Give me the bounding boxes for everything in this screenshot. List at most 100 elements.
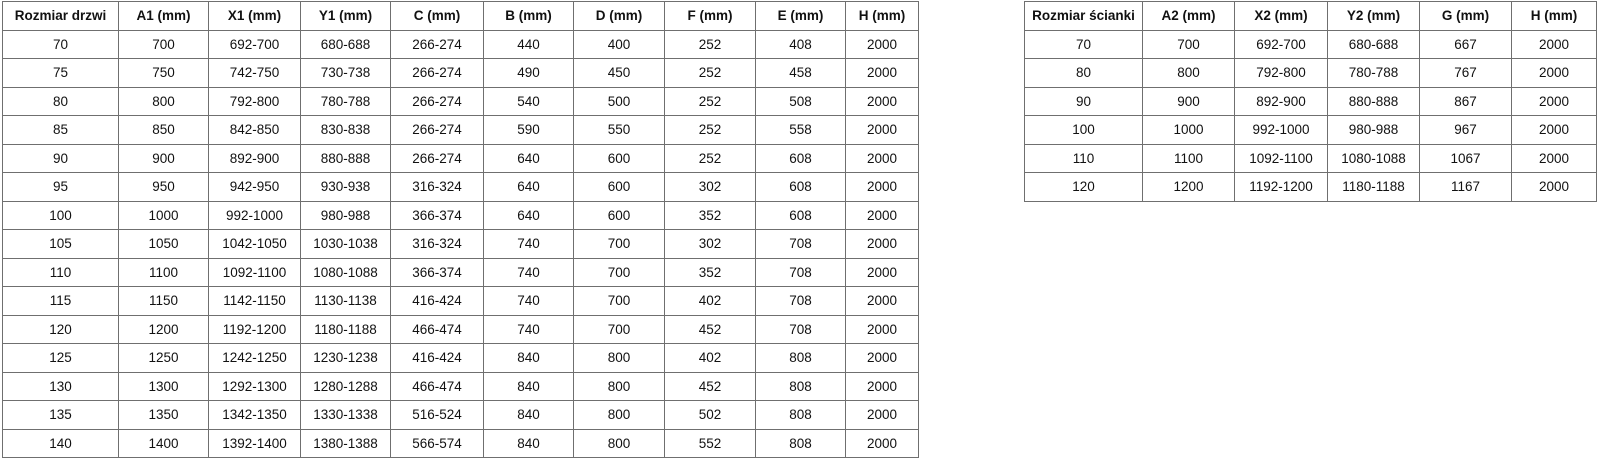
table-cell: 352 <box>664 200 756 230</box>
table-cell: 992-1000 <box>1234 115 1328 145</box>
table-cell: 266-274 <box>390 29 484 59</box>
table-cell: 1350 <box>118 400 209 430</box>
table-cell: 1067 <box>1419 143 1512 173</box>
table-cell: 1050 <box>118 229 209 259</box>
table-cell: 700 <box>1142 29 1235 59</box>
table-cell: 90 <box>1024 86 1143 116</box>
table-cell: 452 <box>664 314 756 344</box>
table-cell: 266-274 <box>390 86 484 116</box>
table-cell: 800 <box>118 86 209 116</box>
table-cell: 600 <box>573 172 665 202</box>
table-cell: 700 <box>573 286 665 316</box>
table-row: 70 700 692-700 680-688 667 2000 <box>1024 29 1597 59</box>
table-cell: 416-424 <box>390 343 484 373</box>
table-cell: 266-274 <box>390 143 484 173</box>
table-row: 110 1100 1092-1100 1080-1088 366-374 740 700 35… <box>2 257 919 287</box>
table-cell: 808 <box>755 371 846 401</box>
table-cell: 100 <box>2 200 119 230</box>
table-cell: 708 <box>755 286 846 316</box>
table-cell: 1092-1100 <box>208 257 301 287</box>
table-cell: 840 <box>483 400 574 430</box>
table-cell: 708 <box>755 257 846 287</box>
table-cell: 980-988 <box>1327 115 1420 145</box>
table-cell: 1242-1250 <box>208 343 301 373</box>
table-row: 70 700 692-700 680-688 266-274 440 400 252 408 20… <box>2 29 919 59</box>
table-cell: 700 <box>573 314 665 344</box>
table-cell: 667 <box>1419 29 1512 59</box>
table-cell: 502 <box>664 400 756 430</box>
table-cell: 1180-1188 <box>1327 172 1420 202</box>
table-cell: 880-888 <box>1327 86 1420 116</box>
table-cell: 900 <box>118 143 209 173</box>
table-cell: 1380-1388 <box>300 428 391 458</box>
column-header: A1 (mm) <box>118 1 209 31</box>
table-cell: 302 <box>664 172 756 202</box>
table-cell: 2000 <box>845 143 919 173</box>
table-cell: 550 <box>573 115 665 145</box>
table-cell: 402 <box>664 286 756 316</box>
table-cell: 2000 <box>845 257 919 287</box>
table-cell: 740 <box>483 314 574 344</box>
table-cell: 808 <box>755 428 846 458</box>
table-row: 80 800 792-800 780-788 767 2000 <box>1024 58 1597 88</box>
table-cell: 680-688 <box>1327 29 1420 59</box>
table-cell: 708 <box>755 229 846 259</box>
table-cell: 1200 <box>118 314 209 344</box>
column-header: H (mm) <box>1511 1 1597 31</box>
table-cell: 590 <box>483 115 574 145</box>
table-cell: 730-738 <box>300 58 391 88</box>
table-cell: 840 <box>483 343 574 373</box>
table-cell: 700 <box>573 257 665 287</box>
table-cell: 2000 <box>1511 86 1597 116</box>
table-cell: 608 <box>755 172 846 202</box>
table-cell: 930-938 <box>300 172 391 202</box>
table-cell: 792-800 <box>208 86 301 116</box>
wall-size-table: Rozmiar ścianki A2 (mm) X2 (mm) Y2 (mm) G (m… <box>1024 1 1597 202</box>
door-size-table: Rozmiar drzwi A1 (mm) X1 (mm) Y1 (mm) C (mm)… <box>2 1 919 458</box>
table-cell: 808 <box>755 400 846 430</box>
table-cell: 840 <box>483 428 574 458</box>
table-cell: 450 <box>573 58 665 88</box>
table-cell: 1400 <box>118 428 209 458</box>
column-header: Y1 (mm) <box>300 1 391 31</box>
table-cell: 252 <box>664 86 756 116</box>
table-cell: 950 <box>118 172 209 202</box>
table-cell: 2000 <box>845 343 919 373</box>
table-cell: 2000 <box>1511 29 1597 59</box>
table-cell: 266-274 <box>390 58 484 88</box>
table-cell: 1100 <box>118 257 209 287</box>
table-cell: 850 <box>118 115 209 145</box>
table-cell: 2000 <box>845 115 919 145</box>
table-cell: 880-888 <box>300 143 391 173</box>
table-cell: 892-900 <box>208 143 301 173</box>
table-cell: 1092-1100 <box>1234 143 1328 173</box>
table-row: 115 1150 1142-1150 1130-1138 416-424 740 700 40… <box>2 286 919 316</box>
table-cell: 125 <box>2 343 119 373</box>
table-cell: 780-788 <box>300 86 391 116</box>
table-cell: 508 <box>755 86 846 116</box>
table-cell: 120 <box>2 314 119 344</box>
column-header: E (mm) <box>755 1 846 31</box>
table-cell: 85 <box>2 115 119 145</box>
table-cell: 800 <box>573 400 665 430</box>
table-cell: 95 <box>2 172 119 202</box>
table-cell: 2000 <box>845 29 919 59</box>
table-cell: 140 <box>2 428 119 458</box>
table-cell: 1150 <box>118 286 209 316</box>
table-cell: 252 <box>664 29 756 59</box>
table-cell: 780-788 <box>1327 58 1420 88</box>
table-cell: 1192-1200 <box>1234 172 1328 202</box>
table-cell: 708 <box>755 314 846 344</box>
table-cell: 70 <box>2 29 119 59</box>
table-cell: 692-700 <box>208 29 301 59</box>
header-row: Rozmiar ścianki A2 (mm) X2 (mm) Y2 (mm) G (m… <box>1024 1 1597 31</box>
table-cell: 416-424 <box>390 286 484 316</box>
table-cell: 1030-1038 <box>300 229 391 259</box>
table-cell: 70 <box>1024 29 1143 59</box>
table-cell: 640 <box>483 143 574 173</box>
table-cell: 680-688 <box>300 29 391 59</box>
table-cell: 252 <box>664 115 756 145</box>
table-cell: 135 <box>2 400 119 430</box>
table-cell: 490 <box>483 58 574 88</box>
table-cell: 1080-1088 <box>1327 143 1420 173</box>
